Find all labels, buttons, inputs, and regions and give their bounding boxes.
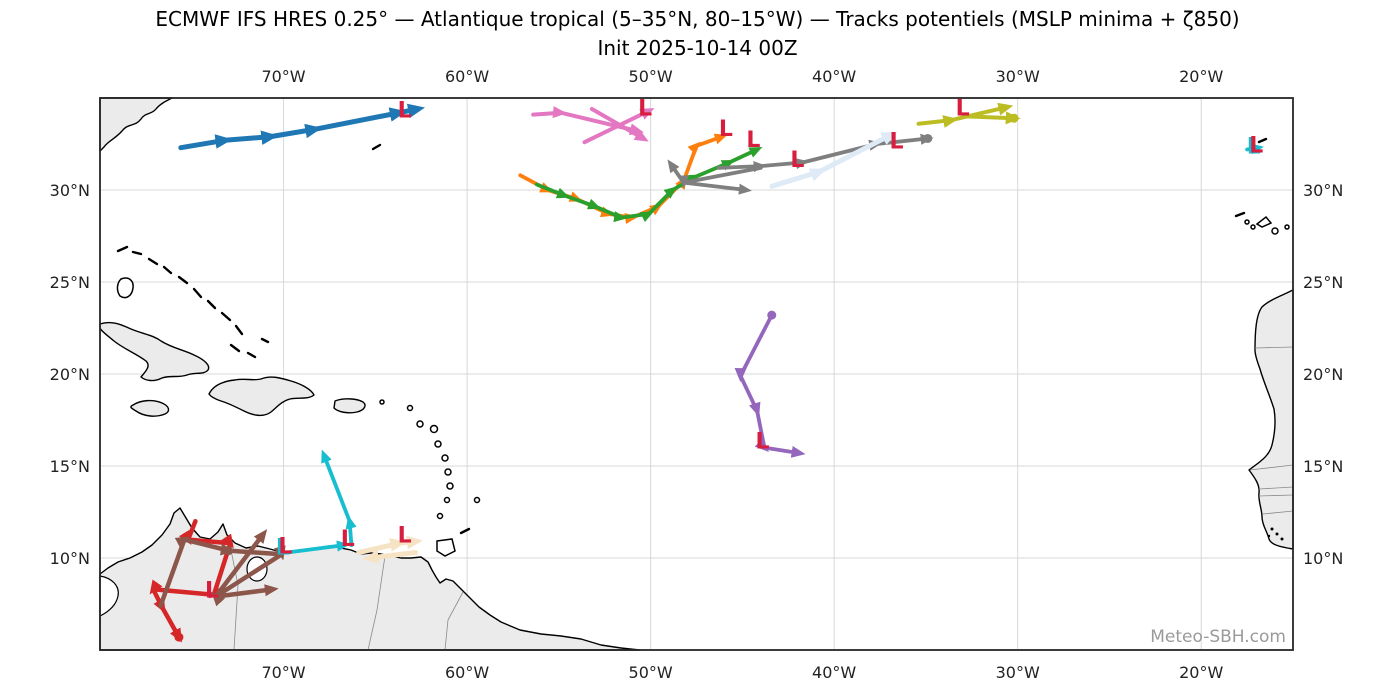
track-segment-olive bbox=[964, 111, 1021, 125]
track-segment-brown bbox=[158, 529, 286, 609]
y-tick-label-right: 20°N bbox=[1303, 365, 1343, 384]
low-marker-olive: L bbox=[956, 97, 970, 122]
watermark: Meteo-SBH.com bbox=[1150, 627, 1286, 647]
country-border bbox=[367, 555, 386, 651]
gulf-of-darien bbox=[99, 575, 119, 617]
y-tick-label-right: 30°N bbox=[1303, 181, 1343, 200]
track-segment-blue bbox=[178, 103, 425, 151]
track-point-dot-red bbox=[174, 632, 184, 642]
africa-border bbox=[1258, 494, 1294, 497]
low-marker-cyan: L bbox=[341, 527, 355, 552]
track-blue bbox=[178, 103, 425, 151]
track-wheat bbox=[356, 535, 423, 564]
track-segment-gray bbox=[667, 159, 686, 185]
track-segment-brown bbox=[213, 584, 279, 599]
island-tobago bbox=[459, 527, 471, 535]
islands-bahamas bbox=[116, 245, 270, 359]
track-segment-paleblue bbox=[769, 131, 898, 189]
low-marker-cyan: L bbox=[1249, 133, 1263, 158]
country-border bbox=[444, 591, 464, 651]
x-tick-label-top: 50°W bbox=[629, 67, 673, 86]
y-tick-label-left: 10°N bbox=[50, 549, 90, 568]
figure-title: ECMWF IFS HRES 0.25° — Atlantique tropic… bbox=[155, 7, 1240, 31]
island-madeira bbox=[1257, 137, 1268, 144]
tick-labels-layer: 70°W 70°W 60°W 60°W 50°W 50°W 40°W 40°W 30°W 30°W… bbox=[50, 67, 1344, 682]
island-trinidad bbox=[436, 538, 456, 557]
islands-bijagos bbox=[1267, 527, 1284, 541]
islands-lesser-antilles bbox=[379, 399, 481, 557]
track-segment-wheat bbox=[356, 535, 423, 555]
track-purple bbox=[734, 310, 806, 458]
track-cyan bbox=[285, 143, 1264, 555]
low-marker-green: L bbox=[746, 128, 760, 153]
y-tick-label-right: 25°N bbox=[1303, 273, 1343, 292]
island-cuba bbox=[99, 321, 210, 382]
track-segment-cyan bbox=[1245, 143, 1264, 155]
track-segment-olive bbox=[916, 102, 1014, 128]
x-tick-label-bottom: 60°W bbox=[445, 663, 489, 682]
africa-border bbox=[1254, 346, 1294, 349]
track-segment-purple bbox=[734, 313, 806, 458]
x-tick-label-top: 60°W bbox=[445, 67, 489, 86]
x-tick-label-bottom: 40°W bbox=[812, 663, 856, 682]
y-tick-label-right: 15°N bbox=[1303, 457, 1343, 476]
africa-border bbox=[1258, 486, 1294, 490]
track-brown bbox=[158, 529, 286, 609]
africa-border bbox=[1262, 510, 1294, 515]
tracks-layer bbox=[149, 102, 1264, 643]
y-tick-label-left: 25°N bbox=[50, 273, 90, 292]
landmass-africa bbox=[1248, 289, 1294, 550]
track-paleblue bbox=[769, 131, 898, 189]
map-frame bbox=[99, 97, 1294, 651]
low-marker-purple: L bbox=[756, 430, 770, 455]
low-marker-red: L bbox=[205, 579, 219, 604]
x-tick-label-top: 30°W bbox=[996, 67, 1040, 86]
y-tick-label-left: 30°N bbox=[50, 181, 90, 200]
track-segment-pink bbox=[589, 107, 649, 142]
track-point-dot-purple bbox=[767, 310, 777, 320]
x-tick-label-bottom: 20°W bbox=[1179, 663, 1223, 682]
low-marker-shadow-cyan: L bbox=[276, 535, 290, 560]
x-tick-label-bottom: 70°W bbox=[261, 663, 305, 682]
low-marker-gray: L bbox=[790, 148, 804, 173]
x-tick-label-bottom: 50°W bbox=[629, 663, 673, 682]
x-tick-label-top: 40°W bbox=[812, 67, 856, 86]
track-point-dot-brown bbox=[223, 546, 233, 556]
low-marker-shadow-cyan: L bbox=[1247, 134, 1261, 159]
island-puerto-rico bbox=[333, 398, 366, 414]
islands-canary bbox=[1234, 211, 1290, 235]
figure-subtitle: Init 2025-10-14 00Z bbox=[597, 36, 798, 60]
low-marker-gray: L bbox=[890, 130, 904, 155]
y-tick-label-left: 15°N bbox=[50, 457, 90, 476]
africa-border bbox=[1249, 464, 1294, 471]
track-point-dot-olive bbox=[1009, 113, 1019, 123]
x-tick-label-top: 20°W bbox=[1179, 67, 1223, 86]
x-tick-label-top: 70°W bbox=[261, 67, 305, 86]
low-marker-cyan: L bbox=[278, 534, 292, 559]
low-marker-wheat: L bbox=[398, 523, 412, 548]
track-point-dot-gray bbox=[923, 133, 933, 143]
y-tick-label-left: 20°N bbox=[50, 365, 90, 384]
island-jamaica bbox=[130, 399, 170, 417]
low-marker-blue: L bbox=[398, 98, 412, 123]
island-hispaniola bbox=[208, 376, 315, 417]
landmass-north-america bbox=[99, 97, 173, 152]
x-tick-label-bottom: 30°W bbox=[996, 663, 1040, 682]
low-marker-orange: L bbox=[719, 117, 733, 142]
low-marker-pink: L bbox=[638, 97, 652, 122]
track-segment-cyan bbox=[321, 449, 357, 547]
track-segment-wheat bbox=[362, 550, 419, 564]
track-olive bbox=[916, 102, 1021, 128]
track-segment-cyan bbox=[285, 540, 350, 555]
track-segment-pink bbox=[531, 106, 644, 136]
y-tick-label-right: 10°N bbox=[1303, 549, 1343, 568]
